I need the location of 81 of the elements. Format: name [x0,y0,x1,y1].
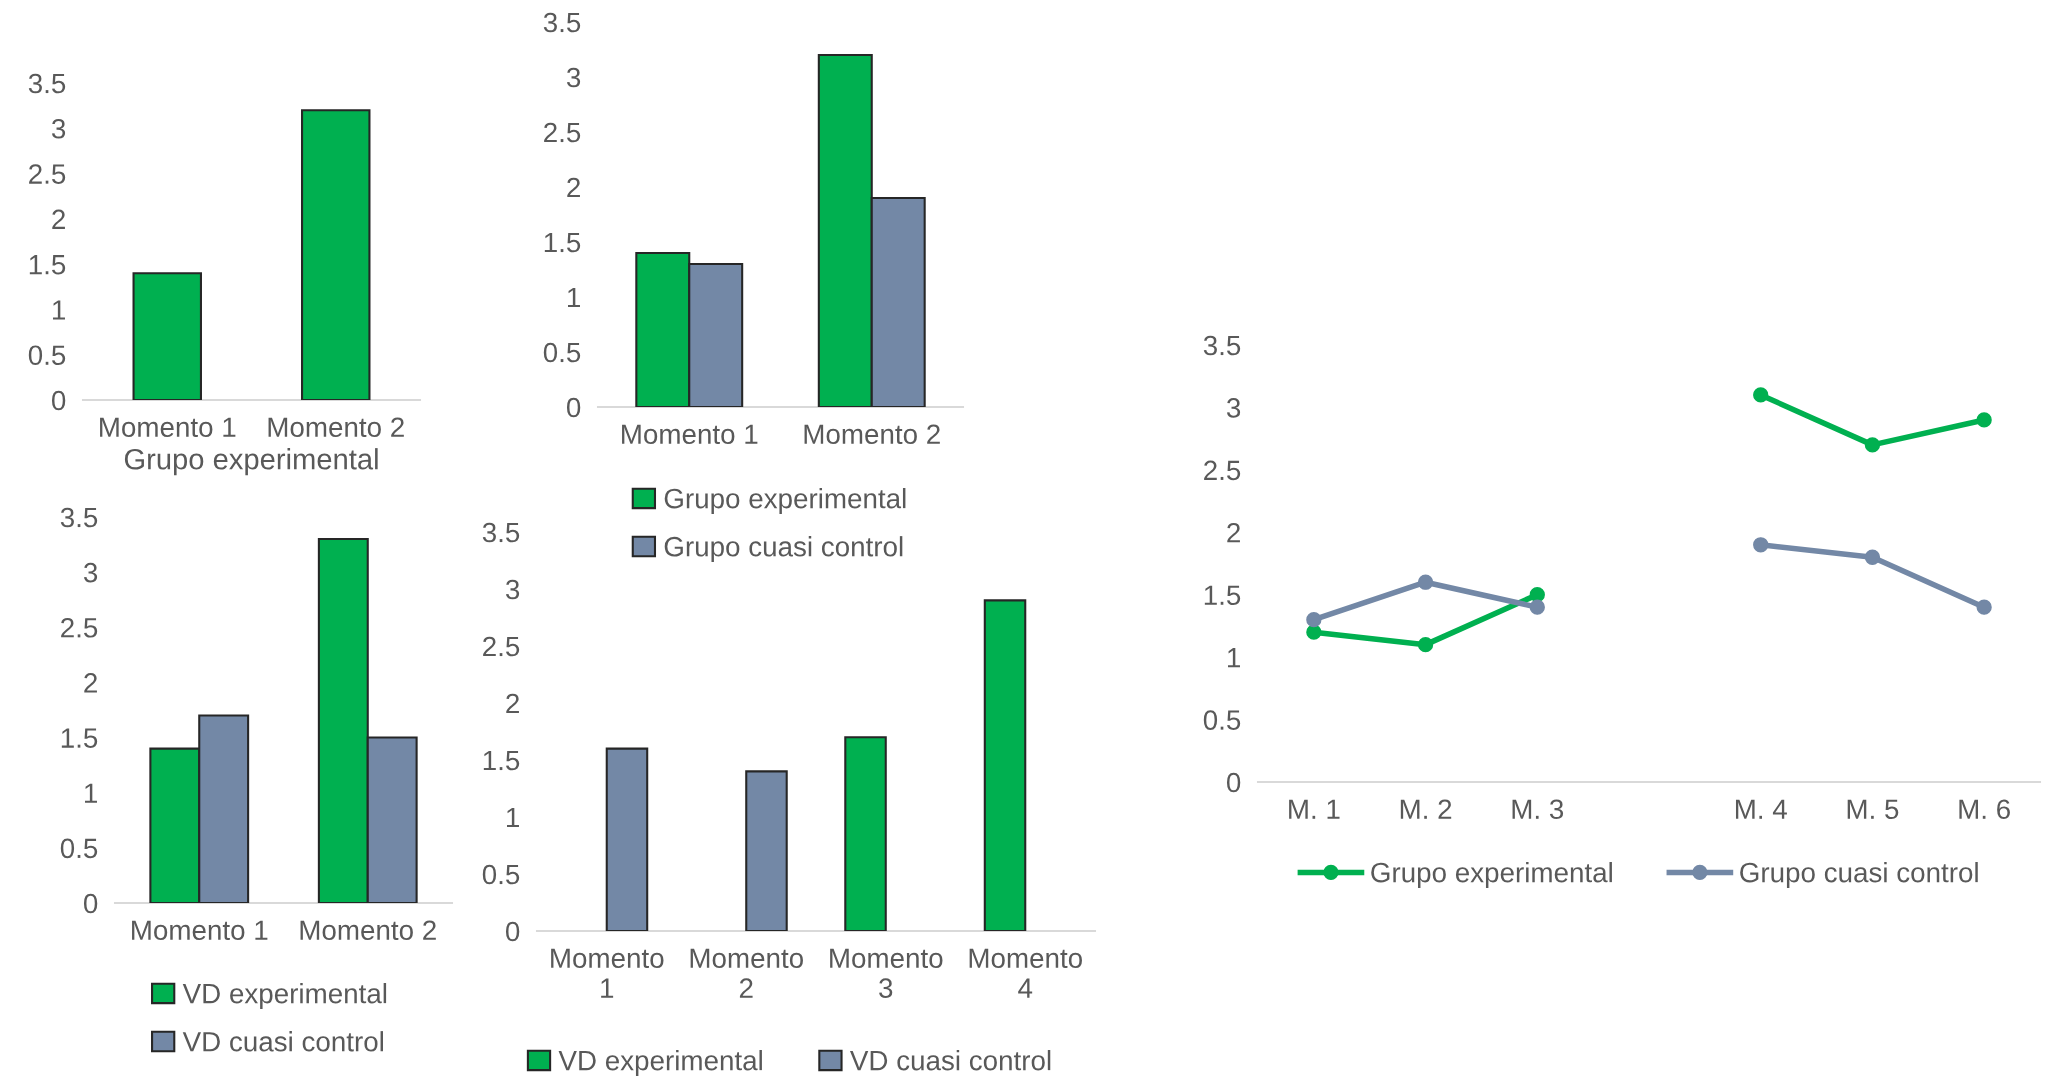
y-tick-label: 1.5 [61,728,98,748]
x-tick-label: Momento 1 [132,920,268,941]
y-tick-label: 1 [53,300,65,320]
y-tick-label: 0.5 [60,838,98,859]
y-tick-label: 0 [51,390,66,411]
y-tick-label: 2 [84,673,97,693]
y-tick-label: 1 [568,287,580,308]
y-tick-label: 1 [85,783,97,803]
y-tick-label: 3.5 [482,522,520,543]
point [1976,412,1992,428]
x-tick-label: Momento 3 [830,948,943,998]
y-tick-label: 0.5 [482,864,520,885]
point [1417,574,1434,590]
x-tick-label: Momento 1 [551,948,664,998]
point [1753,537,1769,553]
y-tick-label: 3 [1226,398,1241,418]
bar [745,770,788,931]
y-tick-label: 0 [1226,772,1241,793]
x-tick-label: M. 4 [1735,799,1787,819]
point [1753,387,1769,403]
y-tick-label: 3.5 [60,507,98,528]
x-tick-label: Momento 2 [804,424,940,445]
y-tick-label: 2 [1227,522,1240,543]
point [1976,599,1992,615]
y-tick-label: 0 [566,397,581,418]
x-tick-label: Momento 2 [268,417,404,438]
y-tick-label: 2.5 [1204,460,1241,481]
y-tick-label: 2 [567,177,580,198]
legend-label: Grupo cuasi control [664,536,903,563]
y-tick-label: 0.5 [28,345,66,366]
bar [605,747,649,931]
x-tick-label: M. 6 [1959,799,2010,820]
y-tick-label: 0.5 [1203,710,1241,730]
point [1417,637,1434,653]
x-tick-label: M. 2 [1400,799,1452,819]
y-tick-label: 1 [507,807,519,828]
y-tick-label: 2.5 [544,122,581,143]
y-tick-label: 3 [51,118,66,139]
y-tick-label: 2 [52,209,65,229]
y-tick-label: 1.5 [544,232,581,253]
point [1529,587,1545,603]
y-tick-label: 1.5 [29,255,66,275]
x-tick-label: Momento 1 [622,424,758,445]
y-tick-label: 0 [505,921,520,942]
y-tick-label: 0 [83,893,98,914]
y-tick-label: 2.5 [483,636,520,657]
y-tick-label: 3.5 [1203,335,1241,356]
legend-label: Grupo cuasi control [1740,862,1978,888]
legend-label: VD experimental [182,983,387,1009]
y-tick-label: 1.5 [483,750,520,771]
y-tick-label: 1.5 [1204,585,1241,606]
y-tick-label: 3.5 [543,12,581,33]
x-axis-title: Grupo experimental [124,448,378,476]
y-tick-label: 0.5 [543,342,581,363]
y-tick-label: 3.5 [28,73,66,94]
x-tick-label: Momento 1 [100,417,236,438]
point [1864,549,1881,565]
y-tick-label: 2.5 [29,164,66,184]
legend-label: VD cuasi control [182,1031,383,1052]
legend-label: Grupo experimental [664,488,906,514]
point [1306,612,1322,628]
y-tick-label: 3 [566,67,581,88]
x-tick-label: M. 3 [1512,799,1564,820]
y-tick-label: 2 [506,693,519,714]
y-tick-label: 1 [1228,648,1240,668]
point [1306,624,1322,640]
y-tick-label: 3 [83,562,98,583]
x-tick-label: Momento 2 [690,948,803,998]
y-tick-label: 2.5 [61,617,98,638]
legend-label: Grupo experimental [1371,862,1612,888]
point [1529,599,1545,615]
x-tick-label: M. 1 [1289,799,1340,819]
bar [983,599,1027,931]
x-tick-label: M. 5 [1847,799,1899,820]
bar [844,736,887,931]
x-tick-label: Momento 2 [300,920,436,941]
legend-label: VD experimental [558,1050,762,1076]
y-tick-label: 3 [505,579,520,600]
point [1864,437,1881,453]
legend-label: VD cuasi control [850,1050,1051,1071]
x-tick-label: Momento 4 [969,948,1082,998]
